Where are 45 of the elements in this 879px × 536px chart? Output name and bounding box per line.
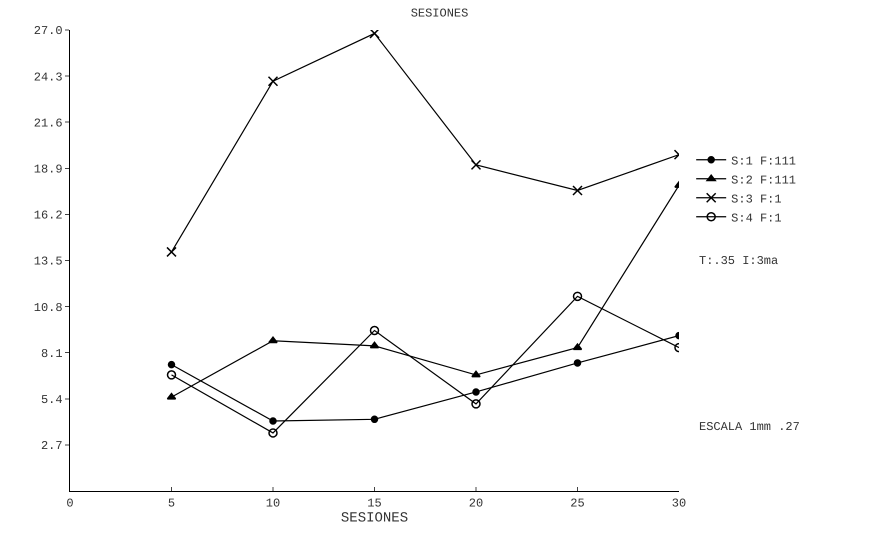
legend-label: S:1 F:111: [731, 154, 796, 168]
point: [369, 30, 380, 39]
legend-label: S:4 F:1: [731, 211, 782, 226]
x-tick-label: 30: [672, 496, 686, 510]
y-tick-label: 21.6: [34, 116, 63, 130]
y-tick-label: 5.4: [40, 393, 63, 407]
point: [268, 336, 278, 344]
point: [166, 246, 177, 258]
x-axis-title: SESIONES: [340, 510, 408, 527]
point: [268, 428, 278, 438]
point: [370, 416, 378, 424]
point: [470, 160, 482, 170]
text: T:.35 I:3ma: [699, 254, 778, 268]
point: [572, 185, 583, 196]
y-tick-label: 8.1: [40, 346, 63, 361]
x-tick-label: 15: [367, 496, 382, 510]
point: [269, 417, 277, 425]
text: ESCALA 1mm .27: [699, 420, 800, 434]
y-tick-label: 10.8: [34, 300, 63, 315]
x-tick-label: 10: [266, 496, 280, 510]
point: [370, 342, 380, 348]
legend-label: S:2 F:111: [731, 173, 796, 188]
y-tick-label: 27.0: [34, 24, 63, 38]
x-tick-label: 25: [570, 496, 585, 510]
point: [166, 370, 176, 380]
y-tick-label: 13.5: [34, 254, 63, 269]
point: [574, 359, 582, 367]
point: [370, 326, 380, 336]
point: [572, 292, 582, 302]
x-tick-label: 0: [66, 496, 74, 510]
point: [472, 388, 480, 396]
y-tick-label: 16.2: [34, 208, 63, 223]
point: [268, 76, 278, 86]
y-tick-label: 18.9: [34, 162, 63, 176]
chart-title: SESIONES: [410, 6, 468, 20]
point: [166, 392, 176, 400]
point: [572, 343, 582, 350]
legend-label: S:3 F:1: [731, 192, 782, 206]
y-tick-label: 2.7: [40, 439, 63, 454]
point: [471, 370, 481, 378]
x-tick-label: 5: [168, 496, 176, 510]
x-tick-label: 20: [468, 496, 484, 510]
y-tick-label: 24.3: [34, 70, 63, 84]
point: [168, 360, 176, 368]
point: [471, 399, 481, 409]
